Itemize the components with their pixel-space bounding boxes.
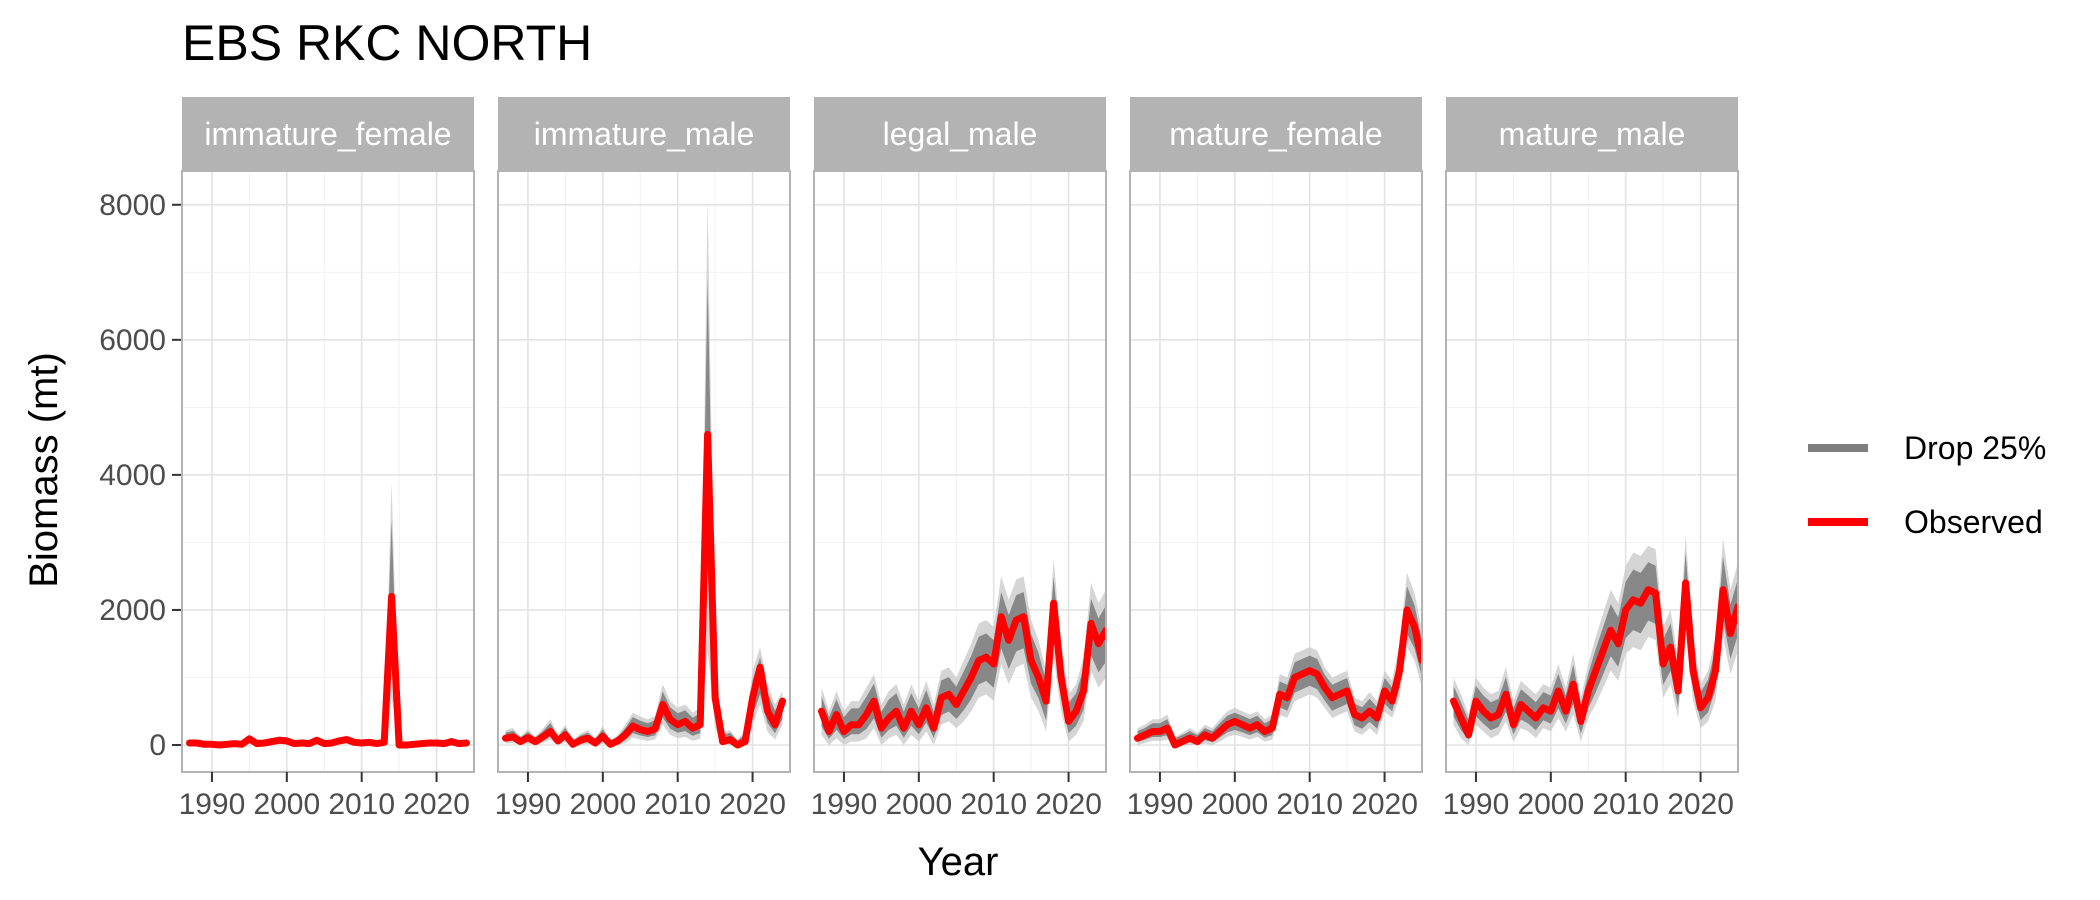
x-tick-label: 2020 bbox=[1035, 788, 1102, 821]
y-axis-title: Biomass (mt) bbox=[22, 352, 66, 588]
facet-strip-label: legal_male bbox=[883, 116, 1038, 152]
drop-band-inner bbox=[1453, 552, 1738, 740]
x-tick-label: 2010 bbox=[328, 788, 395, 821]
x-tick-label: 2020 bbox=[719, 788, 786, 821]
facet-strip bbox=[814, 97, 1106, 171]
facet-strip bbox=[1130, 97, 1422, 171]
observed-line-mature-male bbox=[1450, 579, 1738, 739]
y-tick-label: 6000 bbox=[99, 324, 166, 357]
drop-band-outer bbox=[189, 481, 467, 745]
chart-title: EBS RKC NORTH bbox=[182, 15, 592, 71]
x-tick-label: 2020 bbox=[1667, 788, 1734, 821]
facet-strip-label: mature_male bbox=[1499, 116, 1686, 152]
facet-strip bbox=[182, 97, 474, 171]
x-tick-label: 2010 bbox=[644, 788, 711, 821]
facet-panel-mature-male: mature_male 1990 2000 2010 2020 bbox=[1443, 97, 1739, 821]
x-tick-label: 1990 bbox=[179, 788, 246, 821]
x-tick-label: 2000 bbox=[1517, 788, 1584, 821]
y-tick-label: 0 bbox=[149, 729, 166, 762]
legend: Drop 25% Observed bbox=[1808, 430, 2046, 540]
facet-panel-legal-male: legal_male 1990 2000 2010 2020 bbox=[811, 97, 1107, 821]
drop-band-inner bbox=[821, 576, 1106, 739]
facet-panel-immature-female: immature_female 1990 2000 2010 2020 bbox=[179, 97, 475, 821]
facet-strip-label: mature_female bbox=[1169, 116, 1382, 152]
x-tick-label: 2000 bbox=[569, 788, 636, 821]
x-tick-label: 2000 bbox=[885, 788, 952, 821]
observed-line-immature-female bbox=[186, 592, 470, 749]
panel-border bbox=[1129, 170, 1423, 773]
x-tick-label: 2020 bbox=[1351, 788, 1418, 821]
x-axis-title: Year bbox=[918, 840, 999, 884]
drop-band-outer bbox=[1137, 572, 1422, 745]
x-tick-label: 2010 bbox=[1276, 788, 1343, 821]
observed-line-mature-female bbox=[1134, 606, 1422, 749]
facet-strip-label: immature_male bbox=[534, 116, 755, 152]
facet-panel-mature-female: mature_female 1990 2000 2010 2020 bbox=[1127, 97, 1423, 821]
x-tick-label: 2010 bbox=[960, 788, 1027, 821]
x-tick-label: 2020 bbox=[403, 788, 470, 821]
facet-strip bbox=[1446, 97, 1738, 171]
x-tick-label: 2010 bbox=[1592, 788, 1659, 821]
x-tick-label: 1990 bbox=[1127, 788, 1194, 821]
y-tick-label: 8000 bbox=[99, 189, 166, 222]
panel-border bbox=[497, 170, 791, 773]
x-tick-label: 2000 bbox=[253, 788, 320, 821]
facet-strip-label: immature_female bbox=[204, 116, 451, 152]
drop-band-inner bbox=[189, 520, 467, 745]
x-tick-label: 1990 bbox=[811, 788, 878, 821]
x-tick-label: 2000 bbox=[1201, 788, 1268, 821]
drop-band-outer bbox=[505, 198, 783, 745]
drop-band-inner bbox=[505, 279, 783, 745]
facet-strip bbox=[498, 97, 790, 171]
panel-border bbox=[181, 170, 475, 773]
y-tick-label: 4000 bbox=[99, 459, 166, 492]
x-tick-label: 1990 bbox=[495, 788, 562, 821]
facet-panel-immature-male: immature_male 1990 2000 2010 2020 bbox=[495, 97, 791, 821]
observed-line-legal-male bbox=[818, 599, 1106, 735]
x-tick-label: 1990 bbox=[1443, 788, 1510, 821]
legend-label-observed: Observed bbox=[1904, 504, 2043, 540]
legend-label-drop-25: Drop 25% bbox=[1904, 430, 2046, 466]
y-tick-label: 2000 bbox=[99, 594, 166, 627]
observed-line-immature-male bbox=[502, 430, 786, 749]
